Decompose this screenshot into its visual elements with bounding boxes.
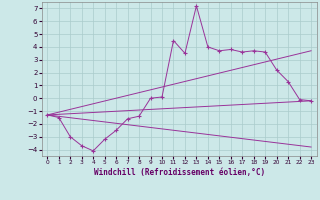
X-axis label: Windchill (Refroidissement éolien,°C): Windchill (Refroidissement éolien,°C) (94, 168, 265, 177)
